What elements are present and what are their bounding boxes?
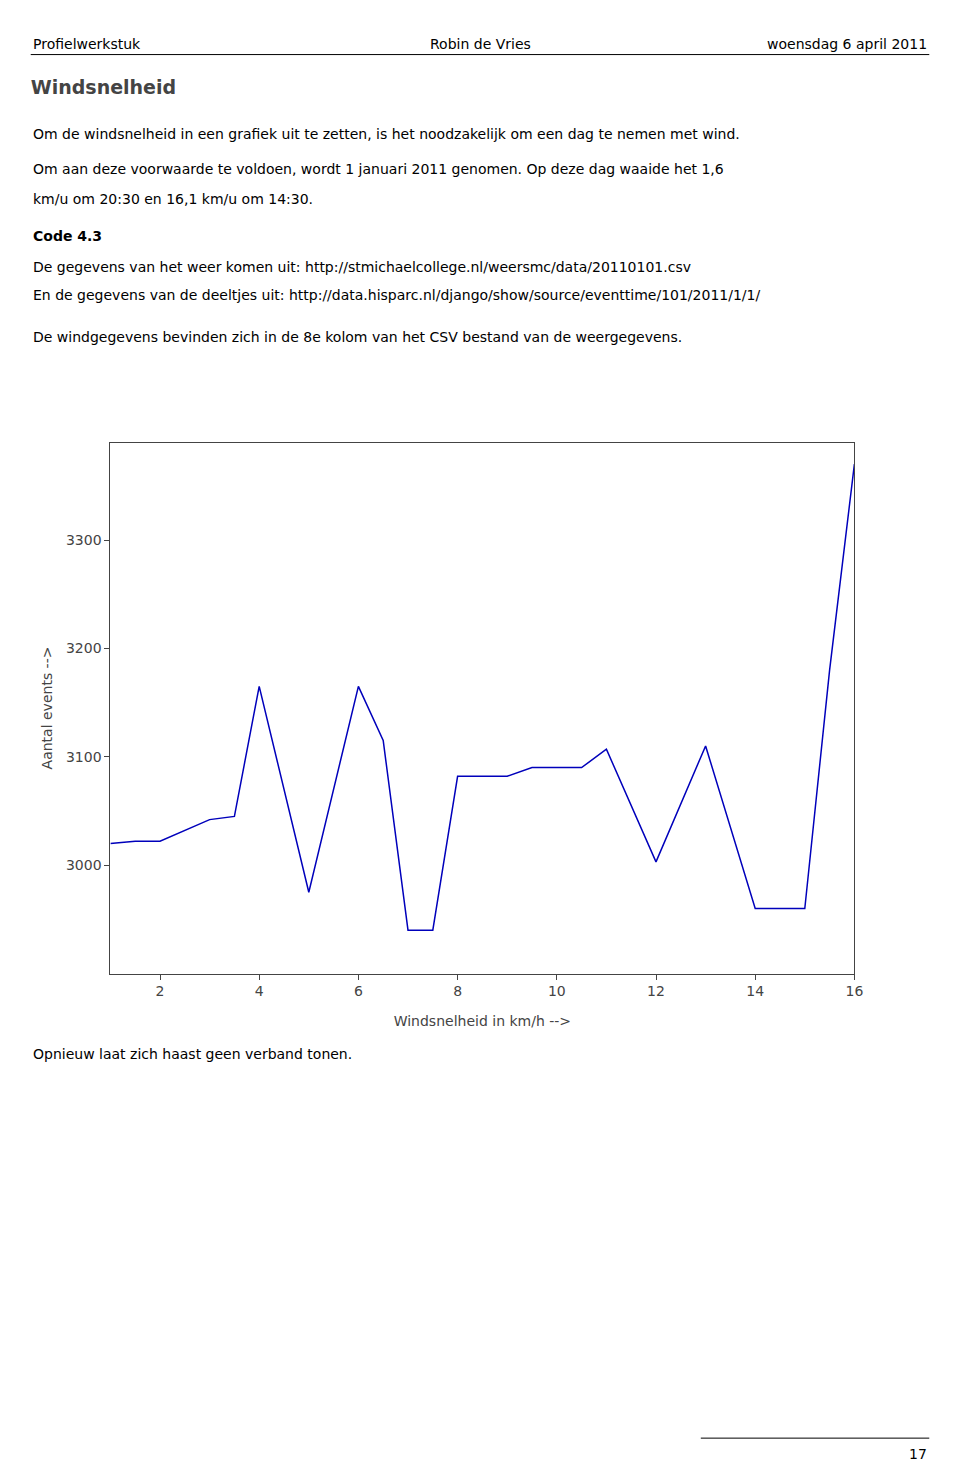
svg-text:Robin de Vries: Robin de Vries [430,36,531,52]
svg-text:Windsnelheid in km/h -->: Windsnelheid in km/h --> [394,1013,571,1029]
svg-text:3100: 3100 [66,749,102,765]
svg-text:3300: 3300 [66,532,102,548]
svg-text:12: 12 [647,983,665,999]
svg-text:Windsnelheid: Windsnelheid [31,76,176,98]
svg-text:Aantal events -->: Aantal events --> [39,647,55,770]
svg-text:2: 2 [156,983,165,999]
svg-text:Om de windsnelheid in een graf: Om de windsnelheid in een grafiek uit te… [33,126,740,142]
svg-text:De gegevens van het weer komen: De gegevens van het weer komen uit: http… [33,259,691,275]
svg-text:Profielwerkstuk: Profielwerkstuk [33,36,141,52]
svg-text:km/u om 20:30 en 16,1 km/u om: km/u om 20:30 en 16,1 km/u om 14:30. [33,191,313,207]
svg-text:10: 10 [548,983,566,999]
svg-text:Code 4.3: Code 4.3 [33,228,102,244]
svg-text:3000: 3000 [66,857,102,873]
svg-text:8: 8 [453,983,462,999]
svg-text:woensdag 6 april 2011: woensdag 6 april 2011 [767,36,927,52]
svg-text:4: 4 [255,983,264,999]
svg-text:3200: 3200 [66,640,102,656]
svg-text:Om aan deze voorwaarde te vold: Om aan deze voorwaarde te voldoen, wordt… [33,161,724,177]
svg-text:De windgegevens bevinden zich: De windgegevens bevinden zich in de 8e k… [33,329,682,345]
svg-text:16: 16 [845,983,863,999]
svg-text:17: 17 [909,1446,927,1462]
svg-text:Opnieuw laat zich haast geen v: Opnieuw laat zich haast geen verband ton… [33,1046,352,1062]
svg-text:14: 14 [746,983,764,999]
svg-text:En de gegevens van de deeltjes: En de gegevens van de deeltjes uit: http… [33,287,760,303]
svg-text:6: 6 [354,983,363,999]
